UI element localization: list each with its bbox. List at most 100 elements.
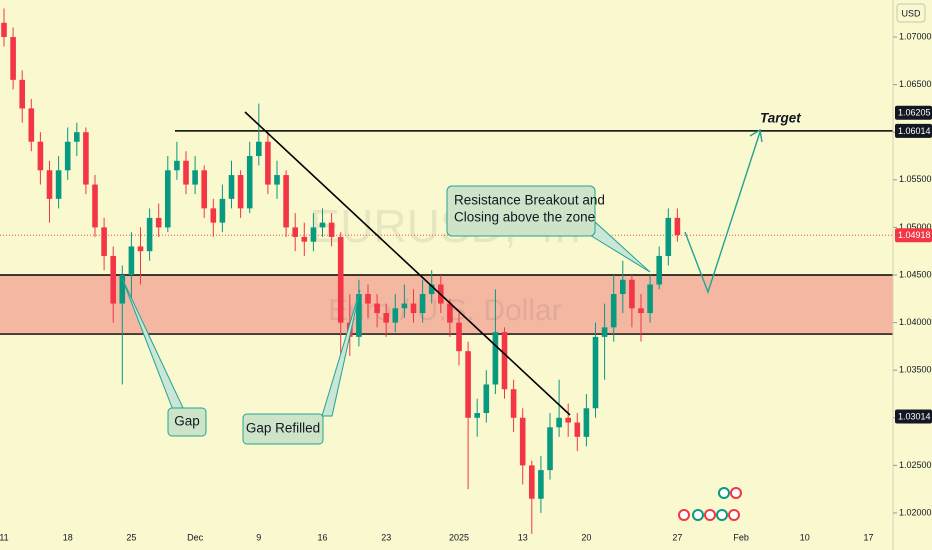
currency: USD <box>901 8 921 18</box>
arrow-head <box>749 128 763 143</box>
y-tick-label: 1.05000 <box>899 222 932 232</box>
price-tag <box>895 123 932 138</box>
candle-body <box>337 236 344 323</box>
candle-body <box>274 175 280 185</box>
target-label: Target <box>760 111 801 126</box>
candle-body <box>592 336 599 409</box>
currency-box <box>896 3 926 23</box>
candle-body <box>419 294 426 314</box>
x-tick-label: Feb <box>733 532 749 542</box>
candle-body <box>638 308 644 314</box>
candle-body <box>629 279 635 309</box>
candle-body <box>165 170 171 228</box>
breakout-label: Resistance Breakout and <box>454 193 605 208</box>
y-tick-label: 1.05500 <box>899 174 932 184</box>
candle-body <box>256 141 262 157</box>
candle-body <box>128 246 135 275</box>
candle-body <box>310 227 317 242</box>
candle-body <box>110 255 116 304</box>
candle-body <box>583 408 590 437</box>
candle-body <box>174 160 180 171</box>
candle-body <box>92 184 98 228</box>
gap-refilled-box <box>242 413 324 445</box>
x-tick-label: 27 <box>672 532 682 542</box>
candle-body <box>201 170 207 209</box>
candle-body <box>447 303 453 323</box>
candle-body <box>483 384 490 414</box>
candle-body <box>674 217 681 236</box>
candle-body <box>183 160 189 185</box>
gap-label: Gap <box>174 414 200 429</box>
breakout-label: Closing above the zone <box>454 210 595 225</box>
x-tick-label: 23 <box>381 532 391 542</box>
y-tick-label: 1.02500 <box>899 460 932 470</box>
candle-body <box>492 332 499 385</box>
gap-refilled-label: Gap Refilled <box>246 421 320 436</box>
candle-body <box>328 222 335 237</box>
y-tick-label: 1.04500 <box>899 269 932 279</box>
candle-body <box>155 217 162 228</box>
candle-body <box>210 208 217 223</box>
candle-body <box>510 389 517 418</box>
candle-body <box>192 170 198 185</box>
candle-body <box>392 308 399 323</box>
candle-body <box>1 22 7 38</box>
candle-body <box>647 284 653 314</box>
candle-body <box>83 132 89 185</box>
candle-body <box>228 175 235 199</box>
gap-box <box>167 407 207 437</box>
candle-body <box>301 236 308 242</box>
price-tag <box>895 228 932 243</box>
x-tick-label: 2025 <box>449 532 469 542</box>
candle-body <box>501 332 508 390</box>
y-tick-label: 1.06500 <box>899 79 932 89</box>
x-tick-label: Dec <box>187 532 204 542</box>
candle-body <box>365 294 371 304</box>
candle-body <box>456 322 462 352</box>
candle-body <box>665 217 672 256</box>
trendline <box>244 111 571 416</box>
breakout-box <box>446 185 596 237</box>
candle-body <box>246 156 253 209</box>
price-tag-label: 1.04918 <box>898 230 931 240</box>
candle-body <box>410 303 417 314</box>
candle-body <box>319 222 326 228</box>
candle-body <box>620 279 626 295</box>
x-tick-label: 17 <box>863 532 873 542</box>
candle-body <box>137 246 144 252</box>
candle-body <box>610 294 617 328</box>
candle-body <box>428 284 435 295</box>
candle-body <box>538 470 544 499</box>
candle-body <box>547 427 553 471</box>
candle-body <box>383 313 389 323</box>
y-tick-label: 1.07000 <box>899 31 932 41</box>
candle-body <box>101 227 107 256</box>
candle-body <box>601 327 608 337</box>
candle-body <box>465 351 471 418</box>
candle-body <box>656 255 662 285</box>
candle-body <box>556 417 562 428</box>
candle-body <box>74 132 80 142</box>
candle-body <box>46 170 53 199</box>
candle-body <box>374 303 380 314</box>
candle-body <box>474 413 480 418</box>
x-tick-label: 18 <box>63 532 73 542</box>
price-tag-label: 1.03014 <box>898 411 931 421</box>
price-tag <box>895 409 932 424</box>
candle-body <box>237 175 244 209</box>
candle-body <box>28 108 35 142</box>
projection-arrow <box>684 131 761 295</box>
price-tag-label: 1.06014 <box>898 126 931 136</box>
y-tick-label: 1.03500 <box>899 365 932 375</box>
resistance-zone <box>0 275 893 335</box>
candle-body <box>283 175 289 228</box>
candle-body <box>401 303 408 309</box>
x-tick-label: 9 <box>256 532 261 542</box>
candle-body <box>55 170 62 199</box>
gap-refilled-pointer <box>321 289 361 417</box>
candle-body <box>574 422 581 437</box>
candle-body <box>519 417 526 466</box>
candle-body <box>356 294 362 337</box>
x-tick-label: 20 <box>581 532 591 542</box>
candle-body <box>37 141 44 171</box>
